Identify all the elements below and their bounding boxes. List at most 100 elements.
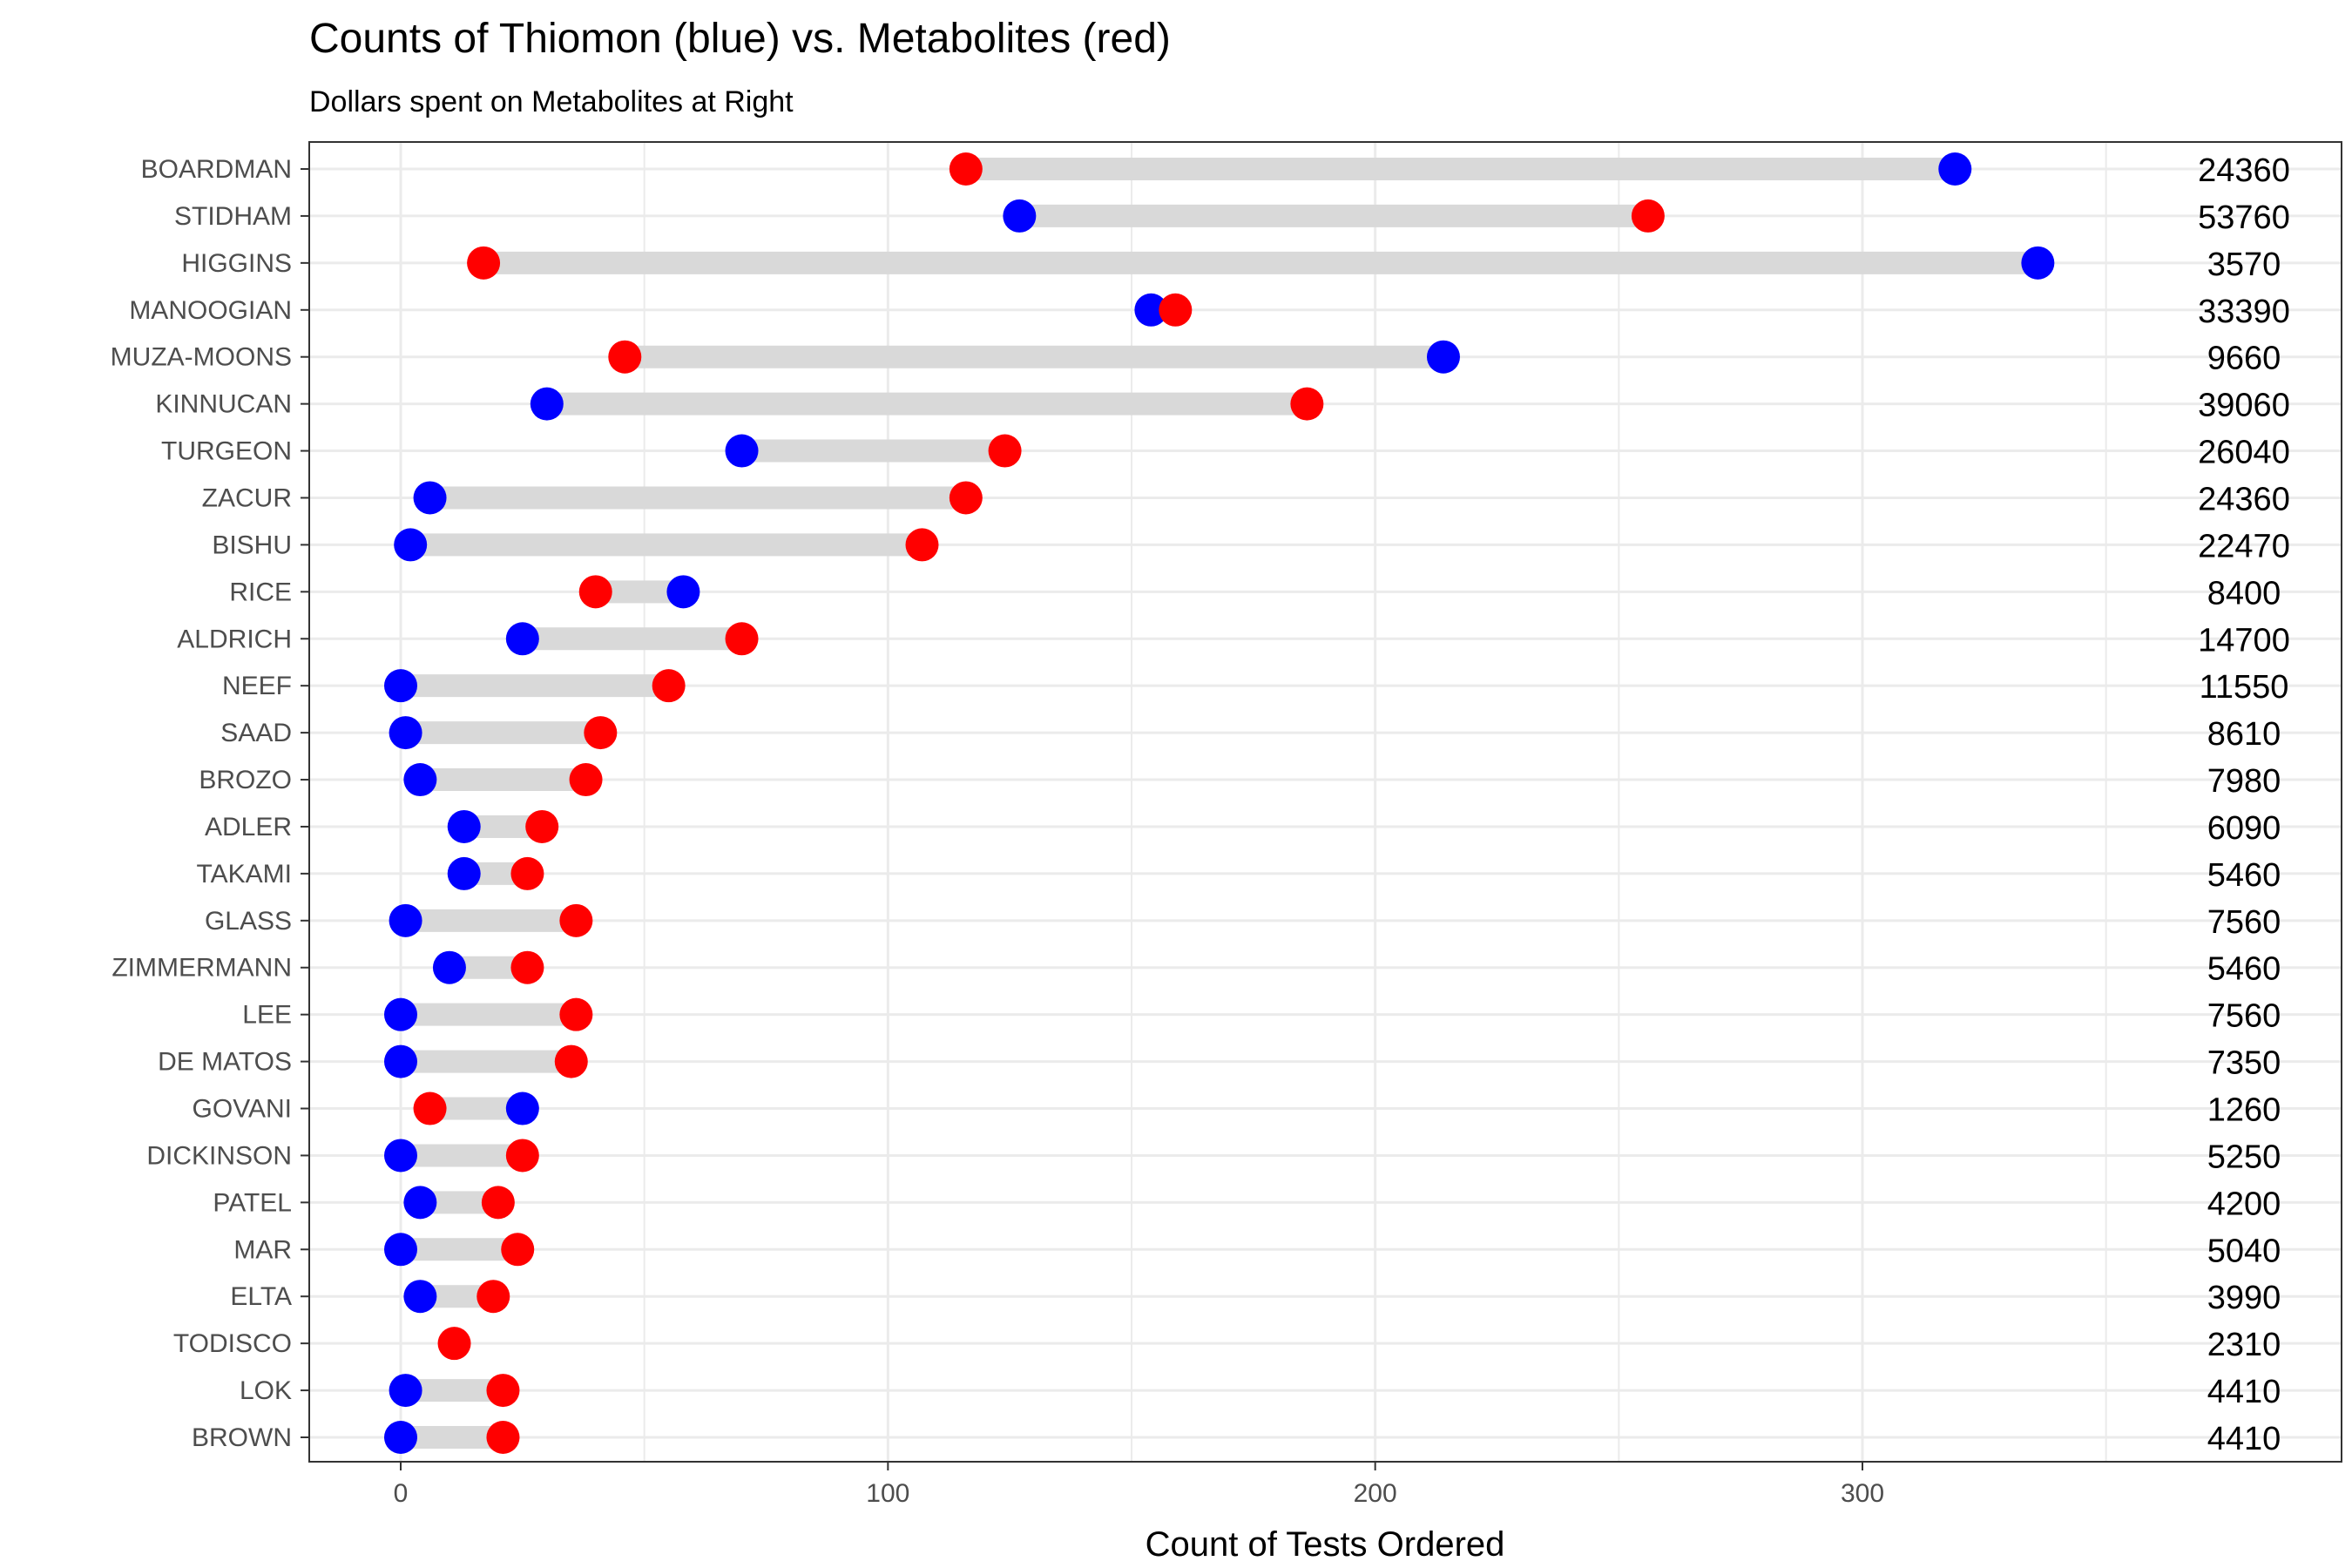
dollar-label: 4410 xyxy=(2207,1374,2281,1410)
metabolites-point xyxy=(949,481,983,515)
thiomon-point xyxy=(725,434,759,468)
thiomon-point xyxy=(505,1092,539,1125)
metabolites-point xyxy=(569,763,603,797)
dollar-label: 9660 xyxy=(2207,341,2281,377)
thiomon-point xyxy=(403,763,437,797)
y-tick-label: MANOOGIAN xyxy=(129,296,292,325)
dollar-label: 14700 xyxy=(2198,622,2290,659)
metabolites-point xyxy=(652,669,686,703)
y-tick-label: ADLER xyxy=(205,813,292,841)
metabolites-point xyxy=(905,528,939,562)
dollar-label: 8610 xyxy=(2207,716,2281,753)
dollar-label: 6090 xyxy=(2207,810,2281,847)
metabolites-point xyxy=(505,1139,539,1173)
metabolites-point xyxy=(1290,387,1324,421)
thiomon-point xyxy=(1134,293,1168,327)
dollar-label: 2310 xyxy=(2207,1327,2281,1363)
y-tick-label: PATEL xyxy=(213,1188,292,1217)
metabolites-point xyxy=(584,716,618,750)
y-axis-ticks: BOARDMAN STIDHAM HIGGINS MANOOGIAN MUZA-MOON… xyxy=(111,155,309,1452)
dollar-label: 39060 xyxy=(2198,388,2290,424)
plot-panel xyxy=(309,142,2342,1462)
thiomon-point xyxy=(403,1280,437,1314)
dollar-label: 33390 xyxy=(2198,294,2290,330)
metabolites-point xyxy=(501,1233,535,1267)
thiomon-point xyxy=(389,1374,422,1408)
chart-title: Counts of Thiomon (blue) vs. Metabolites… xyxy=(309,16,1171,62)
metabolites-point xyxy=(554,1044,588,1078)
thiomon-point xyxy=(384,997,417,1031)
dollar-label: 53760 xyxy=(2198,199,2290,236)
dollar-label: 24360 xyxy=(2198,152,2290,189)
y-tick-label: LOK xyxy=(240,1376,292,1405)
metabolites-point xyxy=(559,997,593,1031)
metabolites-point xyxy=(1159,293,1193,327)
dollar-label: 7980 xyxy=(2207,763,2281,800)
y-tick-label: MAR xyxy=(233,1235,292,1264)
y-tick-label: NEEF xyxy=(222,672,292,700)
y-tick-label: TODISCO xyxy=(173,1329,292,1358)
x-tick-label: 0 xyxy=(394,1479,409,1508)
y-tick-label: ALDRICH xyxy=(177,625,292,653)
dollar-label: 5460 xyxy=(2207,951,2281,988)
dollar-label: 7350 xyxy=(2207,1045,2281,1082)
dollar-label: 8400 xyxy=(2207,575,2281,612)
thiomon-point xyxy=(389,716,422,750)
y-tick-label: BROWN xyxy=(192,1423,292,1452)
metabolites-point xyxy=(725,622,759,656)
metabolites-point xyxy=(578,575,612,609)
metabolites-point xyxy=(949,152,983,186)
y-tick-label: SAAD xyxy=(220,719,292,747)
y-tick-label: ZIMMERMANN xyxy=(112,954,292,983)
thiomon-point xyxy=(384,1139,417,1173)
thiomon-point xyxy=(384,1421,417,1454)
dollar-label: 3990 xyxy=(2207,1280,2281,1316)
thiomon-point xyxy=(1938,152,1972,186)
thiomon-point xyxy=(384,1044,417,1078)
thiomon-point xyxy=(389,903,422,937)
metabolites-point xyxy=(510,856,544,890)
y-tick-label: GOVANI xyxy=(193,1095,292,1124)
dollar-label: 4200 xyxy=(2207,1186,2281,1222)
thiomon-point xyxy=(384,669,417,703)
y-tick-label: STIDHAM xyxy=(174,202,292,231)
metabolites-point xyxy=(413,1092,447,1125)
metabolites-point xyxy=(486,1421,520,1454)
dollar-label: 7560 xyxy=(2207,904,2281,941)
metabolites-point xyxy=(608,340,642,374)
thiomon-point xyxy=(384,1233,417,1267)
y-tick-label: GLASS xyxy=(205,907,292,936)
y-tick-label: BOARDMAN xyxy=(141,155,292,184)
chart-subtitle: Dollars spent on Metabolites at Right xyxy=(309,85,794,118)
dollar-label: 11550 xyxy=(2200,669,2289,706)
metabolites-point xyxy=(525,809,559,843)
metabolites-point xyxy=(467,246,501,280)
dollar-label: 3570 xyxy=(2207,247,2281,283)
x-axis-title: Count of Tests Ordered xyxy=(1146,1525,1505,1564)
dollar-label: 26040 xyxy=(2198,435,2290,471)
metabolites-point xyxy=(1631,199,1665,233)
dollar-label: 1260 xyxy=(2207,1092,2281,1129)
thiomon-point xyxy=(394,528,428,562)
thiomon-point xyxy=(666,575,700,609)
y-tick-label: DICKINSON xyxy=(146,1141,292,1170)
dollar-label: 5250 xyxy=(2207,1139,2281,1175)
y-tick-label: DE MATOS xyxy=(158,1048,292,1077)
y-tick-label: RICE xyxy=(229,578,292,606)
metabolites-point xyxy=(510,950,544,984)
metabolites-point xyxy=(559,903,593,937)
dollar-label: 5040 xyxy=(2207,1233,2281,1269)
dollar-label: 5460 xyxy=(2207,857,2281,894)
dollar-label: 4410 xyxy=(2207,1421,2281,1457)
thiomon-point xyxy=(413,481,447,515)
y-tick-label: KINNUCAN xyxy=(155,390,292,419)
thiomon-point xyxy=(505,622,539,656)
metabolites-point xyxy=(486,1374,520,1408)
data-points xyxy=(308,141,2342,1463)
y-tick-label: MUZA-MOONS xyxy=(111,343,292,372)
panel-background xyxy=(309,142,2342,1462)
thiomon-point xyxy=(1426,340,1460,374)
dollar-label: 22470 xyxy=(2198,528,2290,564)
